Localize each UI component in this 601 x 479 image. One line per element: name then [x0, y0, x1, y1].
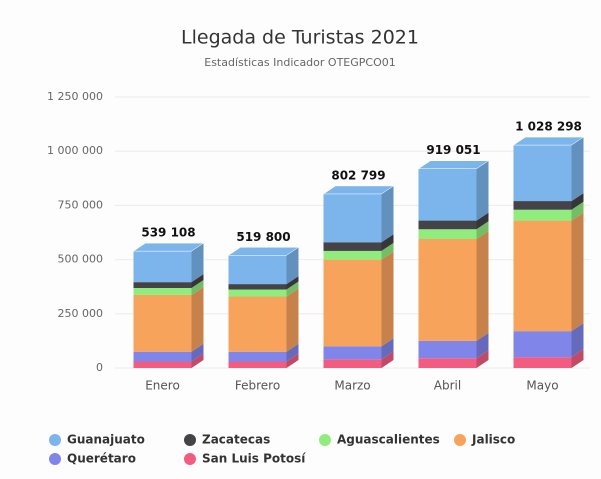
- bar-segment-side: [381, 351, 394, 368]
- bar-segment-side: [476, 212, 489, 230]
- bar-segment: [133, 288, 192, 295]
- bar-segment-side: [476, 160, 489, 221]
- legend-label: San Luis Potosí: [202, 452, 306, 466]
- bar-segment-side: [286, 276, 299, 290]
- bar-segment-side: [571, 137, 584, 202]
- bar-segment-side: [476, 221, 489, 240]
- y-tick-label: 250 000: [58, 307, 104, 320]
- bar-segment: [133, 251, 192, 283]
- bar-segment-side: [286, 288, 299, 352]
- bar-segment-side: [571, 193, 584, 210]
- y-tick-label: 0: [96, 361, 103, 374]
- bar-segment-side: [191, 343, 204, 362]
- bar-segment: [513, 331, 572, 358]
- legend-label: Guanajuato: [67, 433, 145, 447]
- bar-segment-side: [381, 185, 394, 243]
- bar-segment: [513, 145, 572, 202]
- bar-segment-side: [381, 242, 394, 260]
- bar-segment: [513, 209, 572, 221]
- bar-segment-side: [571, 349, 584, 368]
- x-tick-label: Enero: [145, 379, 180, 393]
- bar-segment: [323, 259, 382, 347]
- bar-top: [132, 242, 205, 252]
- bar-segment: [228, 296, 287, 352]
- bar-segment-side: [286, 281, 299, 297]
- bar-segment-side: [476, 350, 489, 368]
- bar-segment: [228, 284, 287, 290]
- x-tick-label: Abril: [434, 379, 461, 393]
- bar-segment: [418, 340, 477, 359]
- data-label: 519 800: [236, 230, 290, 244]
- bar-segment: [228, 255, 287, 285]
- bar-top: [512, 136, 585, 146]
- x-tick-label: Mayo: [526, 379, 558, 393]
- bar-segment-side: [381, 251, 394, 347]
- bar-top: [417, 160, 490, 169]
- bar-segment-side: [191, 286, 204, 352]
- legend-marker: [319, 434, 331, 446]
- bar-segment-side: [191, 243, 204, 283]
- bar-segment-side: [286, 247, 299, 285]
- bar-segment: [513, 357, 572, 368]
- legend-marker: [454, 434, 466, 446]
- legend-marker: [184, 434, 196, 446]
- bar-segment: [133, 294, 192, 352]
- bar-segment: [513, 201, 572, 210]
- legend-marker: [49, 434, 61, 446]
- bar-segment: [418, 168, 477, 221]
- bar-segment: [228, 289, 287, 297]
- x-tick-label: Febrero: [235, 379, 280, 393]
- bar-segment: [418, 220, 477, 230]
- legend-marker: [49, 453, 61, 465]
- bar-segment: [323, 242, 382, 251]
- y-tick-label: 500 000: [58, 253, 104, 266]
- bar-segment: [323, 359, 382, 368]
- data-label: 802 799: [331, 168, 385, 182]
- bar-top: [227, 247, 300, 256]
- y-tick-label: 1 250 000: [47, 90, 103, 103]
- bar-segment: [418, 358, 477, 368]
- bar-segment-side: [571, 212, 584, 332]
- legend-label: Jalisco: [471, 433, 515, 447]
- bar-segment: [228, 351, 287, 362]
- bar-segment: [418, 239, 477, 341]
- bar-segment: [133, 282, 192, 289]
- bar-segment: [228, 361, 287, 368]
- bar-segment: [133, 361, 192, 368]
- bar-segment: [513, 220, 572, 332]
- bar-segment-side: [476, 332, 489, 359]
- x-tick-label: Marzo: [334, 379, 370, 393]
- legend-label: Querétaro: [67, 452, 136, 466]
- data-label: 1 028 298: [515, 120, 582, 134]
- bar-segment-side: [286, 343, 299, 362]
- bar-segment-side: [381, 234, 394, 251]
- bar-segment: [133, 351, 192, 362]
- bar-segment-side: [191, 353, 204, 368]
- data-label: 539 108: [141, 226, 195, 240]
- bar-segment-side: [191, 280, 204, 295]
- bar-segment: [418, 229, 477, 240]
- chart-subtitle: Estadísticas Indicador OTEGPCO01: [204, 56, 396, 69]
- y-tick-label: 750 000: [58, 198, 104, 211]
- bar-segment: [323, 346, 382, 360]
- bar-segment: [323, 250, 382, 260]
- bar-segment: [323, 193, 382, 243]
- bar-segment-side: [381, 338, 394, 360]
- y-tick-label: 1 000 000: [47, 144, 103, 157]
- legend-label: Zacatecas: [202, 433, 270, 447]
- bar-segment-side: [191, 274, 204, 289]
- chart-title: Llegada de Turistas 2021: [181, 27, 419, 49]
- bar-segment-side: [286, 353, 299, 368]
- bar-segment-side: [476, 231, 489, 341]
- data-label: 919 051: [426, 143, 480, 157]
- bar-segment-side: [571, 323, 584, 358]
- bar-segment-side: [571, 201, 584, 221]
- bar-top: [322, 185, 395, 195]
- legend-label: Aguascalientes: [337, 433, 440, 447]
- legend-marker: [184, 453, 196, 465]
